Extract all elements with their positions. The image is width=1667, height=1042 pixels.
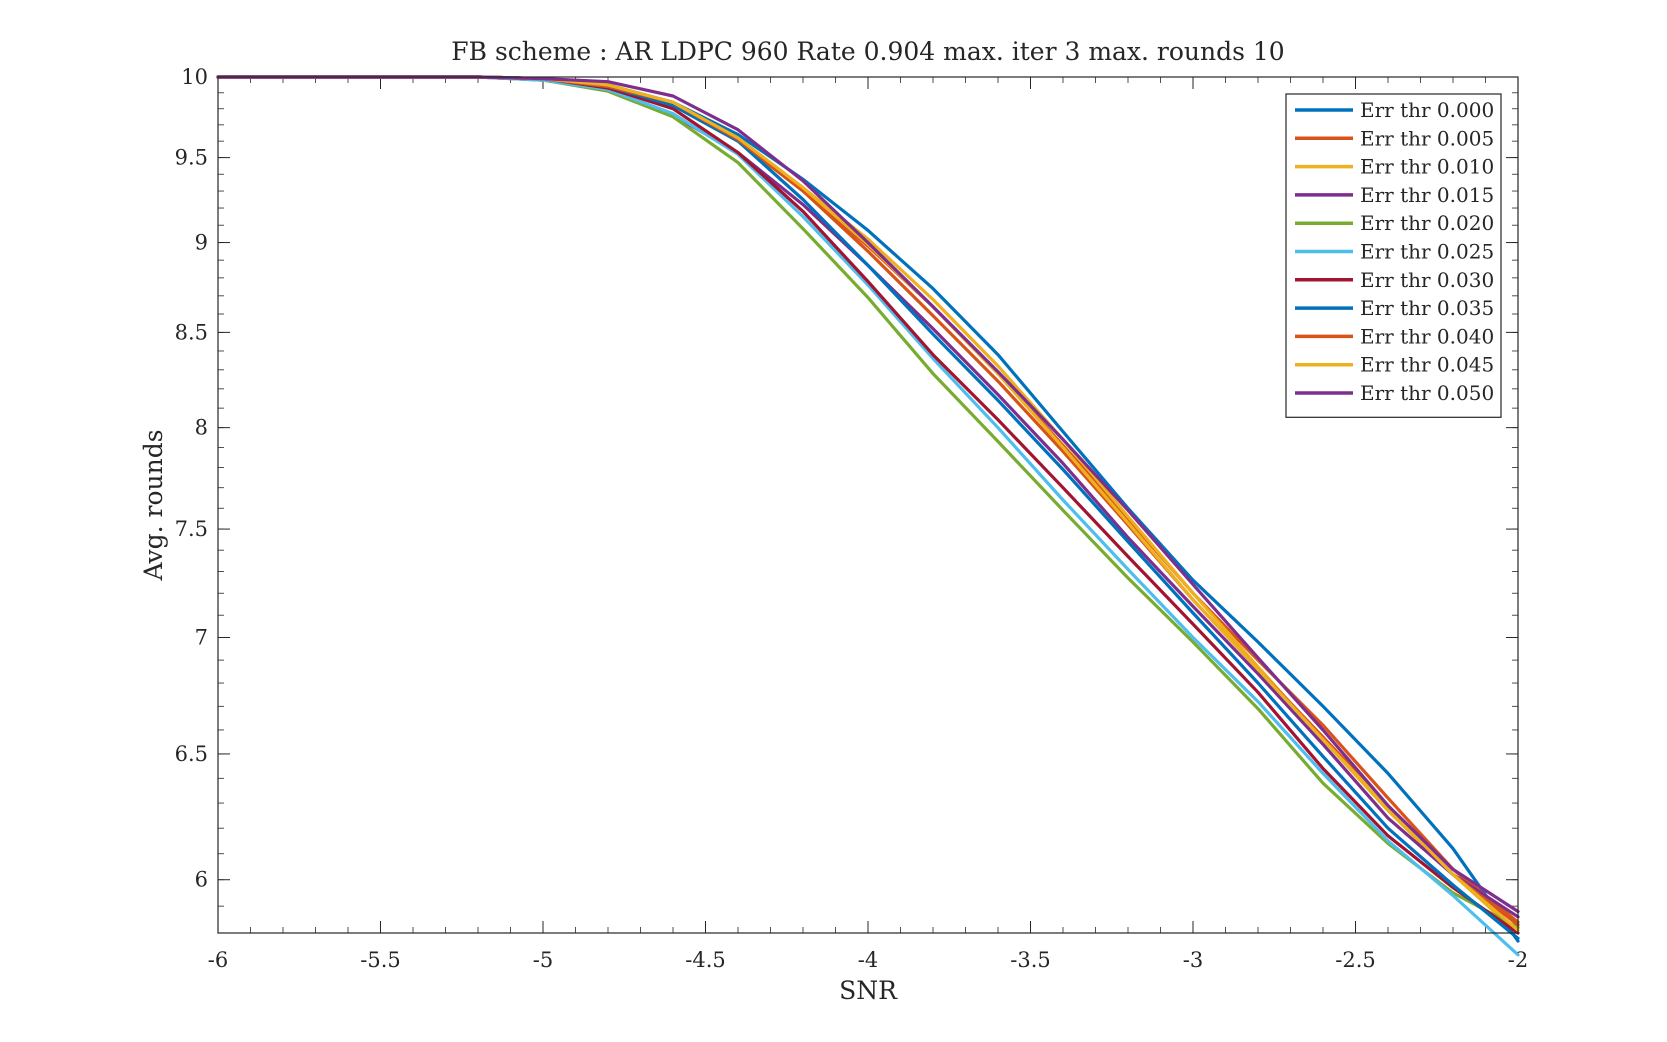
y-axis-ticks: 10 9.5 9 8.5 8 7.5 7 6.5 6 (175, 65, 1518, 892)
legend-entry-4: Err thr 0.020 (1360, 211, 1494, 235)
legend-entry-5: Err thr 0.025 (1360, 240, 1494, 264)
x-tick-label: -4 (858, 948, 878, 972)
x-tick-label: -5.5 (360, 948, 401, 972)
y-tick-label: 10 (181, 65, 208, 89)
legend-entry-3: Err thr 0.015 (1360, 183, 1494, 207)
legend-entry-6: Err thr 0.030 (1360, 268, 1494, 292)
x-tick-label: -6 (208, 948, 228, 972)
x-tick-label: -5 (533, 948, 553, 972)
legend-entry-1: Err thr 0.005 (1360, 126, 1494, 150)
x-axis-label: SNR (839, 976, 898, 1005)
x-tick-label: -3 (1183, 948, 1203, 972)
legend-entry-10: Err thr 0.050 (1360, 381, 1494, 405)
y-tick-label: 9 (195, 231, 208, 255)
x-tick-label: -3.5 (1010, 948, 1051, 972)
x-axis-ticks: -6 -5.5 -5 -4.5 -4 -3.5 -3 -2.5 -2 (208, 77, 1528, 972)
plot-frame (217, 76, 1519, 934)
y-axis-label: Avg. rounds (139, 429, 168, 581)
x-tick-label: -2 (1508, 948, 1528, 972)
y-tick-label: 6.5 (175, 742, 208, 766)
y-tick-label: 8.5 (175, 320, 208, 344)
legend-entry-7: Err thr 0.035 (1360, 296, 1494, 320)
chart-title: FB scheme : AR LDPC 960 Rate 0.904 max. … (451, 37, 1284, 66)
x-tick-label: -4.5 (685, 948, 726, 972)
y-tick-label: 7 (195, 625, 208, 649)
y-tick-label: 7.5 (175, 517, 208, 541)
x-tick-label: -2.5 (1335, 948, 1376, 972)
legend-entry-0: Err thr 0.000 (1360, 98, 1494, 122)
y-tick-label: 8 (195, 416, 208, 440)
legend-items: Err thr 0.000 Err thr 0.005 Err thr 0.010 E… (1295, 98, 1494, 405)
legend-entry-9: Err thr 0.045 (1360, 353, 1494, 377)
legend-entry-2: Err thr 0.010 (1360, 155, 1494, 179)
legend: Err thr 0.000 Err thr 0.005 Err thr 0.010 E… (1285, 93, 1502, 418)
legend-entry-8: Err thr 0.040 (1360, 324, 1494, 348)
y-tick-label: 6 (195, 868, 208, 892)
y-tick-label: 9.5 (175, 146, 208, 170)
